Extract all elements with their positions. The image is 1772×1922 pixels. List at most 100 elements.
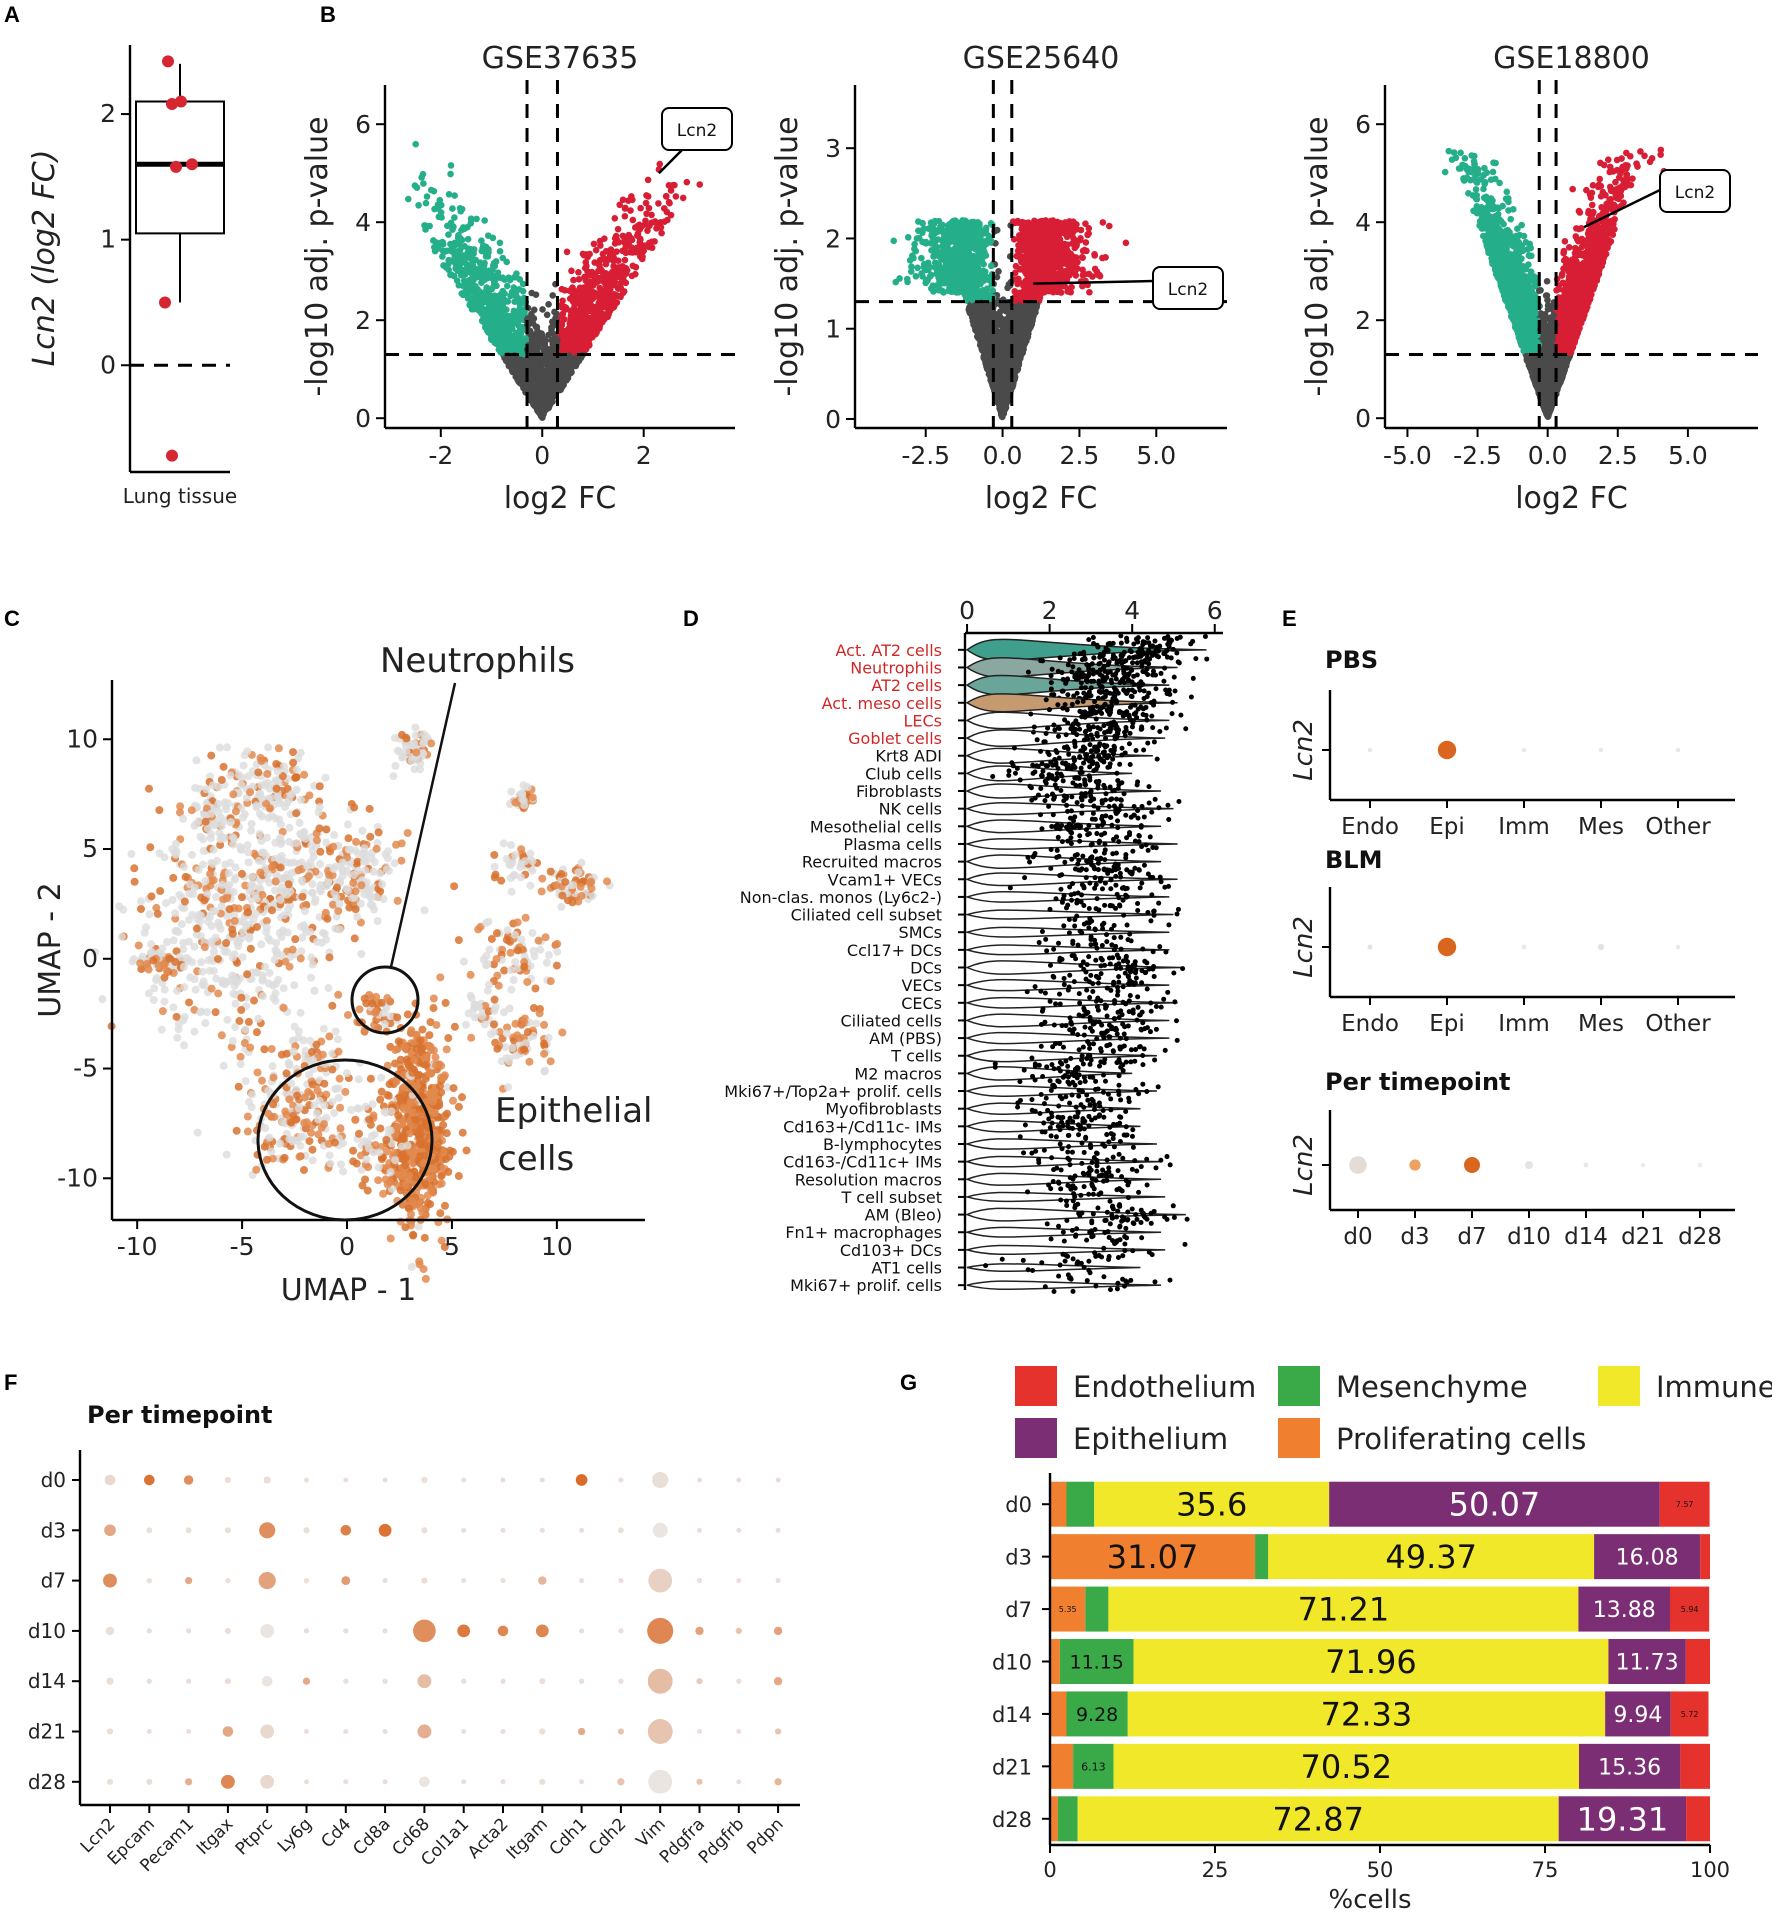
volcano-point [613, 236, 620, 243]
volcano-point [981, 272, 988, 279]
volcano-point [513, 310, 520, 317]
volcano-point [598, 267, 605, 274]
volcano-point [506, 322, 513, 329]
volcano-point [499, 255, 506, 262]
volcano-point [935, 261, 942, 268]
volcano-point [680, 195, 687, 202]
volcano-point [461, 277, 468, 284]
volcano-point [481, 217, 488, 224]
volcano-point [423, 200, 430, 207]
volcano-point [611, 215, 618, 222]
volcano-point [597, 242, 604, 249]
data-point [186, 158, 198, 170]
volcano-point [646, 205, 653, 212]
volcano-point [550, 359, 557, 366]
panel-label-c: C [4, 606, 20, 631]
volcano-point [935, 275, 942, 282]
volcano-point [655, 200, 662, 207]
volcano-point [642, 217, 649, 224]
volcano-point [586, 272, 593, 279]
volcano-point [620, 233, 627, 240]
volcano-point [696, 181, 703, 188]
volcano-point [664, 209, 671, 216]
data-point [166, 98, 178, 110]
volcano-point [923, 239, 930, 246]
volcano-point [538, 413, 545, 420]
volcano-point [633, 249, 640, 256]
volcano-point [436, 197, 443, 204]
volcano-point [464, 261, 471, 268]
volcano-point [896, 275, 903, 282]
volcano-point [546, 404, 553, 411]
volcano-point [576, 330, 583, 337]
volcano-point [1026, 250, 1033, 257]
volcano-point [582, 265, 589, 272]
volcano-point [542, 358, 549, 365]
volcano-point [567, 295, 574, 302]
volcano-point [461, 225, 468, 232]
volcano-point [603, 261, 610, 268]
volcano-point [431, 188, 438, 195]
volcano-point [658, 230, 665, 237]
volcano-point [583, 294, 590, 301]
volcano-point [513, 288, 520, 295]
volcano-point [928, 232, 935, 239]
volcano-point [1073, 221, 1080, 228]
volcano-point [532, 382, 539, 389]
x-axis-title: log2 FC [504, 481, 617, 516]
volcano-point [456, 241, 463, 248]
volcano-point [455, 234, 462, 241]
volcano-point [465, 236, 472, 243]
volcano-point [549, 292, 556, 299]
volcano-point [616, 201, 623, 208]
volcano-point [1123, 240, 1130, 247]
volcano-point [535, 400, 542, 407]
volcano-point [534, 328, 541, 335]
volcano-point [512, 373, 519, 380]
y-tick-label: 0 [355, 404, 371, 433]
volcano-point [605, 310, 612, 317]
volcano-point [488, 334, 495, 341]
volcano-point [545, 301, 552, 308]
volcano-point [666, 200, 673, 207]
volcano-point [644, 227, 651, 234]
volcano-point [583, 346, 590, 353]
volcano-point [583, 251, 590, 258]
volcano-point [412, 141, 419, 148]
volcano-point [542, 337, 549, 344]
volcano-point [505, 357, 512, 364]
volcano-point [598, 274, 605, 281]
volcano-point [564, 249, 571, 256]
volcano-point [544, 312, 551, 319]
volcano-point [1091, 251, 1098, 258]
volcano-point [458, 260, 465, 267]
panel-label-b: B [320, 2, 336, 27]
volcano-point [1077, 235, 1084, 242]
volcano-point [1017, 266, 1024, 273]
volcano-point [491, 282, 498, 289]
volcano-point [504, 298, 511, 305]
volcano-point [414, 184, 421, 191]
volcano-point [578, 289, 585, 296]
volcano-point [483, 288, 490, 295]
volcano-point [1100, 219, 1107, 226]
volcano-point [451, 192, 458, 199]
volcano-point [530, 388, 537, 395]
label-leader-line [659, 150, 682, 173]
volcano-point [981, 251, 988, 258]
data-point [166, 450, 178, 462]
volcano-point [623, 270, 630, 277]
volcano-point [497, 240, 504, 247]
volcano-point [952, 217, 959, 224]
volcano-point [673, 193, 680, 200]
volcano-point [586, 340, 593, 347]
volcano-point [570, 326, 577, 333]
volcano-point [636, 221, 643, 228]
volcano-point [625, 197, 632, 204]
volcano-point [599, 311, 606, 318]
volcano-point [490, 235, 497, 242]
data-point [159, 296, 171, 308]
volcano-point [907, 257, 914, 264]
volcano-point [521, 309, 528, 316]
